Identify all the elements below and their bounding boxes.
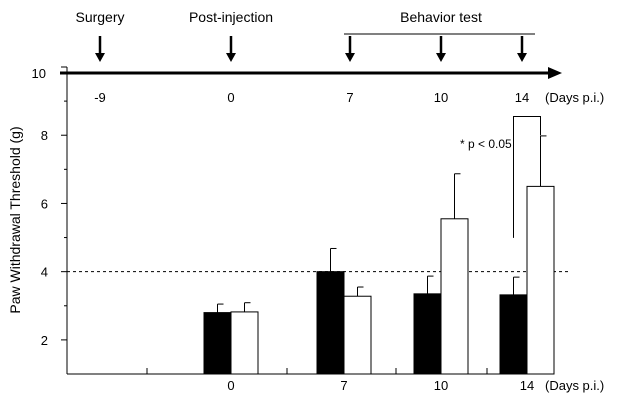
y-tick-label: 8 xyxy=(41,128,48,143)
y-tick-label: 4 xyxy=(41,265,48,280)
significance-label: * p < 0.05 xyxy=(460,137,512,151)
x-tick-label: 10 xyxy=(434,378,448,393)
y-tick-label: 2 xyxy=(41,333,48,348)
bar xyxy=(499,294,528,375)
bar xyxy=(203,312,232,375)
timeline-arrows xyxy=(95,36,527,62)
timeline-arrowhead-down xyxy=(436,53,446,62)
timeline-arrowhead-down xyxy=(226,53,236,62)
bars xyxy=(203,185,555,375)
timeline-day-labels: -9 0 7 10 14 xyxy=(94,90,529,105)
timeline-day-label: 10 xyxy=(434,90,448,105)
error-bars xyxy=(217,135,547,313)
x-tick-label: 14 xyxy=(520,378,534,393)
timeline-day-label: 14 xyxy=(515,90,529,105)
y-tick-label: 6 xyxy=(41,196,48,211)
timeline-arrowhead-down xyxy=(95,53,105,62)
significance-annotation: * p < 0.05 xyxy=(460,115,541,238)
bar xyxy=(413,293,442,375)
timeline: Surgery Post-injection Behavior test -9 0… xyxy=(32,9,605,105)
x-tick-label: 7 xyxy=(340,378,347,393)
timeline-day-label: 7 xyxy=(346,90,353,105)
timeline-arrowhead-down xyxy=(517,53,527,62)
timeline-arrowhead xyxy=(548,67,562,79)
bar xyxy=(230,311,259,375)
timeline-event-label: Post-injection xyxy=(189,9,273,25)
timeline-unit-label: (Days p.i.) xyxy=(545,90,604,105)
x-tick-label: 0 xyxy=(227,378,234,393)
y-axis-label: Paw Withdrawal Threshold (g) xyxy=(7,126,23,313)
bar xyxy=(526,185,555,375)
bar xyxy=(343,295,372,375)
timeline-day-label: -9 xyxy=(94,90,106,105)
behavior-test-bracket-label: Behavior test xyxy=(400,9,482,25)
y-tick-label-top: 10 xyxy=(32,66,46,81)
plot-area: 2 4 6 8 10 0 7 10 14 * p < 0.05 Paw Withdrawal … xyxy=(7,66,604,393)
y-ticks: 246810 xyxy=(41,66,67,348)
timeline-arrowhead-down xyxy=(345,53,355,62)
timeline-event-label: Surgery xyxy=(75,9,124,25)
x-axis-label: (Days p.i.) xyxy=(545,378,604,393)
timeline-day-label: 0 xyxy=(227,90,234,105)
bar xyxy=(440,218,469,375)
significance-bracket xyxy=(513,115,541,238)
bar xyxy=(316,271,345,375)
